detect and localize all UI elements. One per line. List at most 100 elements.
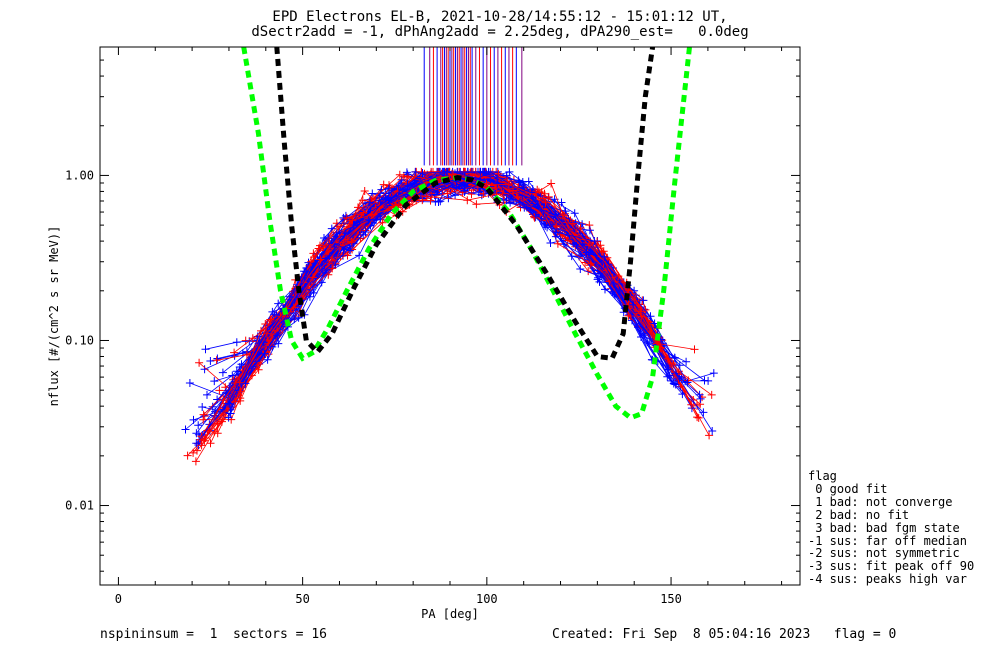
data-point-marker xyxy=(399,172,408,181)
axis-layer: 0 50 100 150 0.01 0.10 1.00 xyxy=(65,46,800,606)
data-point-marker xyxy=(260,349,269,358)
data-point-marker xyxy=(700,376,709,385)
spectrum-line xyxy=(201,171,660,437)
data-point-marker xyxy=(262,329,271,338)
data-point-marker xyxy=(201,345,210,354)
data-point-marker xyxy=(232,338,241,347)
data-point-marker xyxy=(324,234,333,243)
data-point-marker xyxy=(309,273,317,282)
spectrum-line xyxy=(222,174,645,413)
data-point-marker xyxy=(493,167,502,176)
data-point-marker xyxy=(224,413,233,422)
data-point-marker xyxy=(230,348,239,357)
data-point-marker xyxy=(192,429,201,438)
spectrum-line xyxy=(203,171,651,421)
data-point-marker xyxy=(541,221,550,230)
spectrum-line xyxy=(219,174,639,392)
x-tick-label: 100 xyxy=(476,592,498,606)
data-point-marker xyxy=(590,237,599,245)
data-point-marker xyxy=(530,213,539,222)
spectrum-line xyxy=(229,171,634,405)
data-point-marker xyxy=(646,312,655,321)
data-point-marker xyxy=(314,244,323,253)
data-point-marker xyxy=(212,356,221,365)
data-point-marker xyxy=(384,184,393,193)
spectrum-line xyxy=(204,171,679,417)
data-point-marker xyxy=(332,230,341,238)
data-point-marker xyxy=(305,292,314,301)
spectrum-line xyxy=(225,182,653,394)
data-point-marker xyxy=(528,193,537,202)
data-point-marker xyxy=(348,216,357,225)
data-point-marker xyxy=(359,208,368,217)
data-point-marker xyxy=(274,299,283,308)
legend-title: flag xyxy=(808,469,837,483)
data-point-marker xyxy=(570,209,579,218)
data-point-marker xyxy=(332,219,341,228)
data-point-marker xyxy=(199,410,208,419)
fit-curves-layer xyxy=(241,47,692,421)
data-point-marker xyxy=(377,185,386,194)
data-point-marker xyxy=(486,176,495,185)
legend-item: -3 sus: fit peak off 90 xyxy=(808,559,975,574)
data-point-marker xyxy=(472,200,481,209)
y-tick-label: 0.10 xyxy=(65,333,94,347)
data-point-marker xyxy=(705,431,714,440)
spectrum-line xyxy=(225,171,626,388)
data-point-marker xyxy=(203,390,211,399)
data-point-marker xyxy=(349,231,358,239)
data-point-marker xyxy=(431,197,440,206)
data-point-marker xyxy=(547,179,556,188)
legend-item: 1 bad: not converge xyxy=(808,494,953,509)
data-point-marker xyxy=(585,226,594,235)
data-point-marker xyxy=(665,371,674,380)
data-point-marker xyxy=(443,189,452,198)
data-point-marker xyxy=(709,369,718,378)
x-tick-label: 50 xyxy=(295,592,309,606)
data-point-marker xyxy=(682,357,691,366)
spectrum-line xyxy=(196,177,648,451)
data-point-marker xyxy=(585,221,594,230)
legend-item: -1 sus: far off median xyxy=(808,533,967,548)
data-point-marker xyxy=(266,315,275,324)
data-point-marker xyxy=(316,255,325,264)
data-point-marker xyxy=(599,247,608,256)
data-point-marker xyxy=(551,210,560,219)
data-point-marker xyxy=(181,425,190,434)
data-point-marker xyxy=(322,268,331,277)
data-point-marker xyxy=(393,187,402,196)
fit-curve xyxy=(241,47,692,421)
data-point-marker xyxy=(418,196,427,205)
data-point-marker xyxy=(235,378,244,387)
data-point-marker xyxy=(192,439,201,448)
data-point-marker xyxy=(328,264,337,273)
footer-sector-info: nspininsum = 1 sectors = 16 xyxy=(100,627,327,642)
data-point-marker xyxy=(320,234,328,242)
y-tick-label: 1.00 xyxy=(65,168,94,182)
data-point-marker xyxy=(355,251,364,260)
spectrum-line xyxy=(205,183,673,439)
data-point-marker xyxy=(381,194,390,203)
data-point-marker xyxy=(226,409,235,418)
spectrum-line xyxy=(239,173,642,383)
data-point-marker xyxy=(639,331,648,340)
data-point-marker xyxy=(586,259,595,268)
data-point-marker xyxy=(331,258,340,266)
data-point-marker xyxy=(584,241,593,250)
legend-item: 3 bad: bad fgm state xyxy=(808,520,960,535)
data-point-marker xyxy=(509,186,517,195)
data-point-marker xyxy=(376,189,385,198)
data-point-marker xyxy=(242,350,251,359)
data-point-marker xyxy=(218,368,227,377)
data-point-marker xyxy=(696,394,705,403)
x-axis-label: PA [deg] xyxy=(421,607,479,621)
data-point-marker xyxy=(213,429,222,438)
data-point-marker xyxy=(367,210,376,219)
data-point-marker xyxy=(422,192,431,201)
data-point-marker xyxy=(225,399,234,408)
spectrum-line xyxy=(202,171,646,414)
data-point-marker xyxy=(567,252,576,261)
data-point-marker xyxy=(546,239,555,247)
data-point-marker xyxy=(675,361,684,370)
